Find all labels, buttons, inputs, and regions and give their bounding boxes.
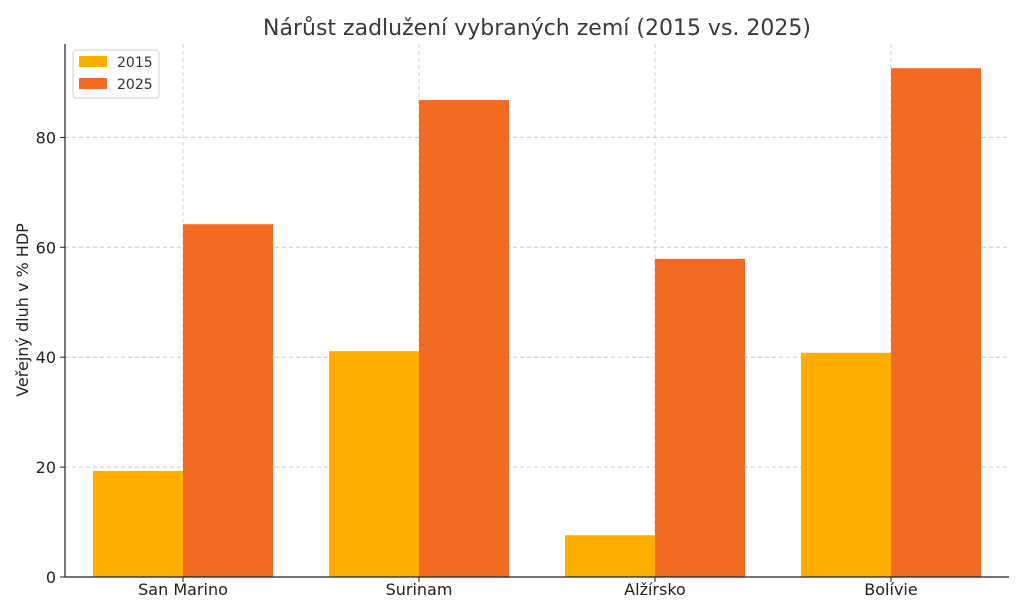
legend-label-2025: 2025	[117, 77, 153, 93]
bars	[93, 68, 981, 578]
bar-2025-Alžírsko	[655, 258, 745, 577]
bar-2025-San Marino	[183, 224, 273, 577]
bar-2025-Surinam	[419, 100, 509, 577]
y-tick-labels: 0 20 40 60 80	[36, 128, 56, 587]
bar-2015-Bolívie	[801, 352, 891, 577]
y-tick-label: 60	[36, 238, 56, 257]
x-tick-label: Surinam	[386, 580, 453, 599]
axes	[60, 44, 1009, 582]
legend: 2015 2025	[72, 49, 160, 99]
bar-2015-San Marino	[93, 470, 183, 577]
x-tick-label: Bolívie	[864, 580, 917, 599]
x-tick-label: San Marino	[138, 580, 228, 599]
bar-2015-Alžírsko	[565, 535, 655, 577]
y-tick-label: 80	[36, 128, 56, 147]
x-tick-labels: San Marino Surinam Alžírsko Bolívie	[138, 580, 918, 599]
bar-2015-Surinam	[329, 351, 419, 577]
x-tick-label: Alžírsko	[624, 580, 686, 599]
legend-swatch-2015	[79, 56, 107, 67]
legend-label-2015: 2015	[117, 55, 153, 71]
bar-2025-Bolívie	[891, 68, 981, 578]
y-tick-label: 0	[46, 568, 56, 587]
legend-swatch-2025	[79, 78, 107, 89]
y-axis-label: Veřejný dluh v % HDP	[13, 223, 32, 397]
chart-title: Nárůst zadlužení vybraných zemí (2015 vs…	[263, 16, 811, 41]
y-tick-label: 40	[36, 348, 56, 367]
y-tick-label: 20	[36, 458, 56, 477]
